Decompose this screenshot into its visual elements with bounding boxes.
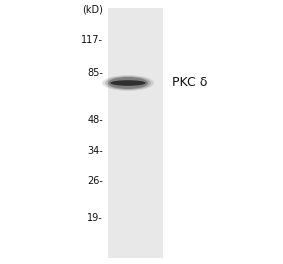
- Text: 85-: 85-: [87, 68, 103, 78]
- Text: (kD): (kD): [82, 5, 103, 15]
- Ellipse shape: [108, 77, 148, 89]
- Ellipse shape: [105, 76, 151, 90]
- Text: 48-: 48-: [87, 115, 103, 125]
- Text: PKC δ: PKC δ: [172, 77, 207, 89]
- Text: 19-: 19-: [87, 213, 103, 223]
- Ellipse shape: [102, 75, 154, 91]
- Text: 117-: 117-: [81, 35, 103, 45]
- Ellipse shape: [110, 80, 145, 86]
- Text: 34-: 34-: [87, 146, 103, 156]
- Text: 26-: 26-: [87, 176, 103, 186]
- Bar: [108, 8, 163, 258]
